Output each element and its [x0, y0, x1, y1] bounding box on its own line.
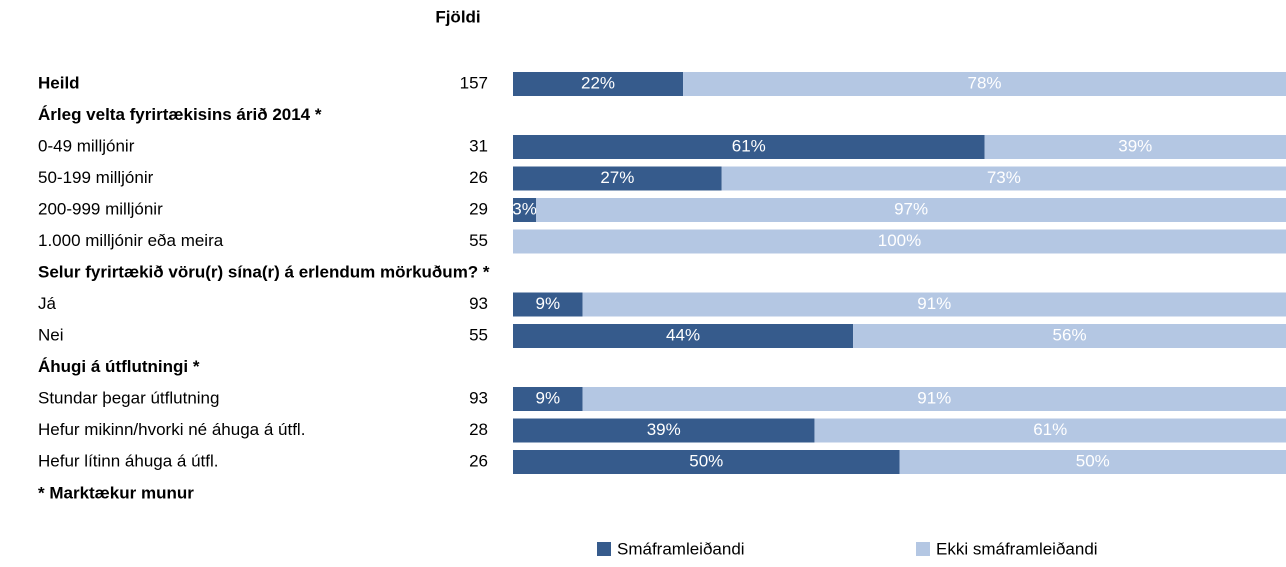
bar-segment [513, 292, 583, 317]
bar-segment [536, 198, 1286, 222]
value-label: 27% [600, 168, 634, 187]
value-label: 9% [535, 294, 560, 313]
legend-swatch [597, 542, 611, 556]
count: 157 [460, 73, 488, 92]
value-label: 39% [647, 420, 681, 439]
bar-segment [513, 198, 537, 222]
value-label: 91% [917, 388, 951, 407]
row-label: Já [38, 294, 57, 313]
value-label: 50% [689, 451, 723, 470]
value-label: 97% [894, 199, 928, 218]
row-label: Nei [38, 325, 64, 344]
row-label: Áhugi á útflutningi * [38, 357, 200, 376]
value-label: 9% [535, 388, 560, 407]
value-label: 100% [878, 231, 921, 250]
row-label: Stundar þegar útflutning [38, 388, 219, 407]
bar-segment [853, 324, 1286, 348]
bar-segment [683, 72, 1286, 96]
count: 29 [469, 199, 488, 218]
bar-segment [513, 324, 854, 348]
legend-label: Smáframleiðandi [617, 539, 745, 558]
count: 55 [469, 325, 488, 344]
value-label: 61% [732, 136, 766, 155]
value-label: 50% [1076, 451, 1110, 470]
count: 26 [469, 168, 488, 187]
count: 31 [469, 136, 488, 155]
count: 93 [469, 294, 488, 313]
bar-segment [984, 135, 1286, 159]
legend-swatch [916, 542, 930, 556]
value-label: 39% [1118, 136, 1152, 155]
value-label: 73% [987, 168, 1021, 187]
row-label: 50-199 milljónir [38, 168, 154, 187]
value-label: 61% [1033, 420, 1067, 439]
row-label: 1.000 milljónir eða meira [38, 231, 224, 250]
value-label: 22% [581, 73, 615, 92]
value-label: 3% [512, 199, 537, 218]
row-label: Árleg velta fyrirtækisins árið 2014 * [38, 105, 322, 124]
value-label: 56% [1053, 325, 1087, 344]
count: 93 [469, 388, 488, 407]
bar-segment [513, 135, 985, 159]
bar-segment [513, 387, 583, 411]
row-label: Selur fyrirtækið vöru(r) sína(r) á erlen… [38, 262, 490, 281]
bar-segment [814, 418, 1286, 443]
count: 26 [469, 451, 488, 470]
value-label: 44% [666, 325, 700, 344]
row-label: Hefur mikinn/hvorki né áhuga á útfl. [38, 420, 305, 439]
bar-segment [513, 450, 900, 474]
bar-segment [513, 166, 722, 191]
bar-segment [513, 418, 815, 443]
row-label: 200-999 milljónir [38, 199, 163, 218]
bar-segment [899, 450, 1286, 474]
footnote: * Marktækur munur [38, 483, 194, 502]
count: 55 [469, 231, 488, 250]
bar-segment [721, 166, 1286, 191]
row-label: 0-49 milljónir [38, 136, 135, 155]
row-label: Hefur lítinn áhuga á útfl. [38, 451, 219, 470]
count: 28 [469, 420, 488, 439]
value-label: 78% [968, 73, 1002, 92]
row-label: Heild [38, 73, 80, 92]
bar-segment [582, 387, 1286, 411]
column-header: Fjöldi [435, 7, 480, 26]
bar-segment [582, 292, 1286, 317]
legend-label: Ekki smáframleiðandi [936, 539, 1098, 558]
value-label: 91% [917, 294, 951, 313]
bar-segment [513, 229, 1286, 254]
bar-segment [513, 72, 684, 96]
